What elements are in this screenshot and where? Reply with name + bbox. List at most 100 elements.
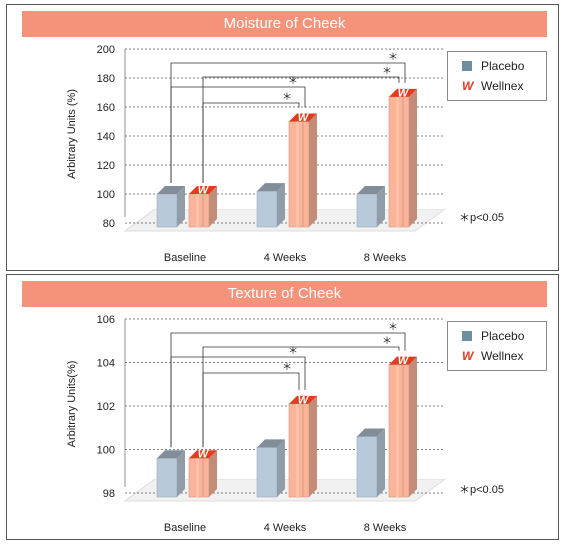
significance-marker: ＊ xyxy=(288,346,298,357)
x-tick-label: 8 Weeks xyxy=(364,252,407,264)
significance-marker: ＊ xyxy=(388,52,398,63)
wellnex-logo-cap xyxy=(289,113,317,122)
y-tick-label: 140 xyxy=(97,131,115,143)
y-tick-label: 80 xyxy=(103,218,115,230)
x-tick-label: 4 Weeks xyxy=(264,252,307,264)
wellnex-logo-icon: W xyxy=(298,394,310,406)
chart-legend: Placebo W Wellnex xyxy=(447,51,547,101)
y-tick-label: 100 xyxy=(97,445,115,457)
legend-label-placebo: Placebo xyxy=(481,59,525,73)
bar-top xyxy=(357,428,385,437)
bar-side xyxy=(409,356,417,497)
y-axis-label: Arbitrary Units (%) xyxy=(66,89,78,179)
y-tick-label: 98 xyxy=(103,488,115,500)
placebo-bar xyxy=(156,186,185,228)
wellnex-logo-icon: W xyxy=(462,79,474,93)
bar-top xyxy=(257,439,285,448)
bar-side xyxy=(377,428,385,497)
bar-side xyxy=(309,113,317,227)
texture-chart-panel: Texture of Cheek 98 100 102 104 106 Arbitrary… xyxy=(6,274,559,540)
placebo-bar xyxy=(156,450,185,498)
wellnex-bar: W xyxy=(388,87,417,228)
wellnex-bar: W xyxy=(188,449,217,498)
wellnex-logo-cap xyxy=(289,395,317,404)
legend-label-wellnex: Wellnex xyxy=(481,349,524,363)
chart-title: Moisture of Cheek xyxy=(22,11,547,37)
significance-marker: ＊ xyxy=(282,362,292,373)
wellnex-logo-icon: W xyxy=(398,355,410,367)
wellnex-bar: W xyxy=(288,394,317,498)
bar-front xyxy=(156,457,178,498)
y-tick-label: 104 xyxy=(97,358,115,370)
significance-marker: ＊ xyxy=(388,322,398,333)
significance-note: ＊p<0.05 xyxy=(459,212,504,224)
legend-label-placebo: Placebo xyxy=(481,329,525,343)
significance-note: ＊p<0.05 xyxy=(459,484,504,496)
significance-bracket xyxy=(202,102,300,183)
bar-front xyxy=(156,193,178,228)
wellnex-bar: W xyxy=(388,355,417,498)
placebo-bar xyxy=(256,183,285,228)
significance-marker: ＊ xyxy=(382,66,392,77)
bar-stripe xyxy=(302,121,304,227)
legend-item-placebo: Placebo xyxy=(462,328,524,344)
wellnex-logo-icon: W xyxy=(398,87,410,99)
bar-front xyxy=(256,190,278,228)
bar-stripe xyxy=(296,403,299,497)
bar-side xyxy=(277,183,285,227)
placebo-swatch-icon xyxy=(462,331,472,341)
bar-stripe xyxy=(202,458,204,497)
bar-stripe xyxy=(302,403,304,497)
x-tick-label: Baseline xyxy=(164,522,206,534)
significance-marker: ＊ xyxy=(382,336,392,347)
placebo-swatch-icon xyxy=(462,61,472,71)
x-tick-label: 8 Weeks xyxy=(364,522,407,534)
wellnex-logo-cap xyxy=(189,186,217,194)
bar-side xyxy=(277,439,285,497)
placebo-bar xyxy=(356,186,385,228)
y-tick-label: 160 xyxy=(97,102,115,114)
bar-stripe xyxy=(402,96,404,227)
bar-top xyxy=(157,186,185,194)
wellnex-logo-icon: W xyxy=(462,349,474,363)
legend-item-wellnex: W Wellnex xyxy=(462,348,523,364)
bar-side xyxy=(377,186,385,227)
bar-stripe xyxy=(396,96,399,227)
placebo-bar xyxy=(356,428,385,498)
y-tick-label: 102 xyxy=(97,401,115,413)
bar-front xyxy=(356,436,378,498)
bar-stripe xyxy=(402,364,404,497)
bar-stripe xyxy=(196,194,199,227)
legend-label-wellnex: Wellnex xyxy=(481,79,524,93)
bar-stripe xyxy=(296,121,299,227)
wellnex-bar: W xyxy=(188,185,217,228)
bar-side xyxy=(309,395,317,497)
bar-stripe xyxy=(202,194,204,227)
bar-side xyxy=(409,88,417,227)
moisture-chart-panel: Moisture of Cheek 80 100 120 140 160 180 200 Ar… xyxy=(6,4,559,271)
bar-front xyxy=(256,447,278,498)
y-tick-label: 180 xyxy=(97,73,115,85)
wellnex-logo-cap xyxy=(389,88,417,97)
significance-marker: ＊ xyxy=(288,76,298,87)
significance-bracket xyxy=(170,356,306,448)
moisture-chart: 80 100 120 140 160 180 200 Arbitrary Units (%) W… xyxy=(66,44,447,264)
significance-marker: ＊ xyxy=(282,92,292,103)
wellnex-logo-icon: W xyxy=(198,185,210,197)
y-tick-label: 120 xyxy=(97,160,115,172)
bar-side xyxy=(209,186,217,227)
wellnex-logo-cap xyxy=(389,356,417,365)
texture-chart: 98 100 102 104 106 Arbitrary Units(%) W Baselin… xyxy=(66,314,447,534)
bar-side xyxy=(177,450,185,497)
bar-stripe xyxy=(396,364,399,497)
bar-side xyxy=(177,186,185,227)
chart-legend: Placebo W Wellnex xyxy=(447,321,547,371)
bar-top xyxy=(157,450,185,459)
y-axis-label: Arbitrary Units(%) xyxy=(66,361,78,448)
y-tick-label: 100 xyxy=(97,189,115,201)
bar-front xyxy=(356,193,378,228)
significance-bracket xyxy=(170,86,306,183)
legend-item-placebo: Placebo xyxy=(462,58,524,74)
legend-item-wellnex: W Wellnex xyxy=(462,78,523,94)
x-tick-label: Baseline xyxy=(164,252,206,264)
